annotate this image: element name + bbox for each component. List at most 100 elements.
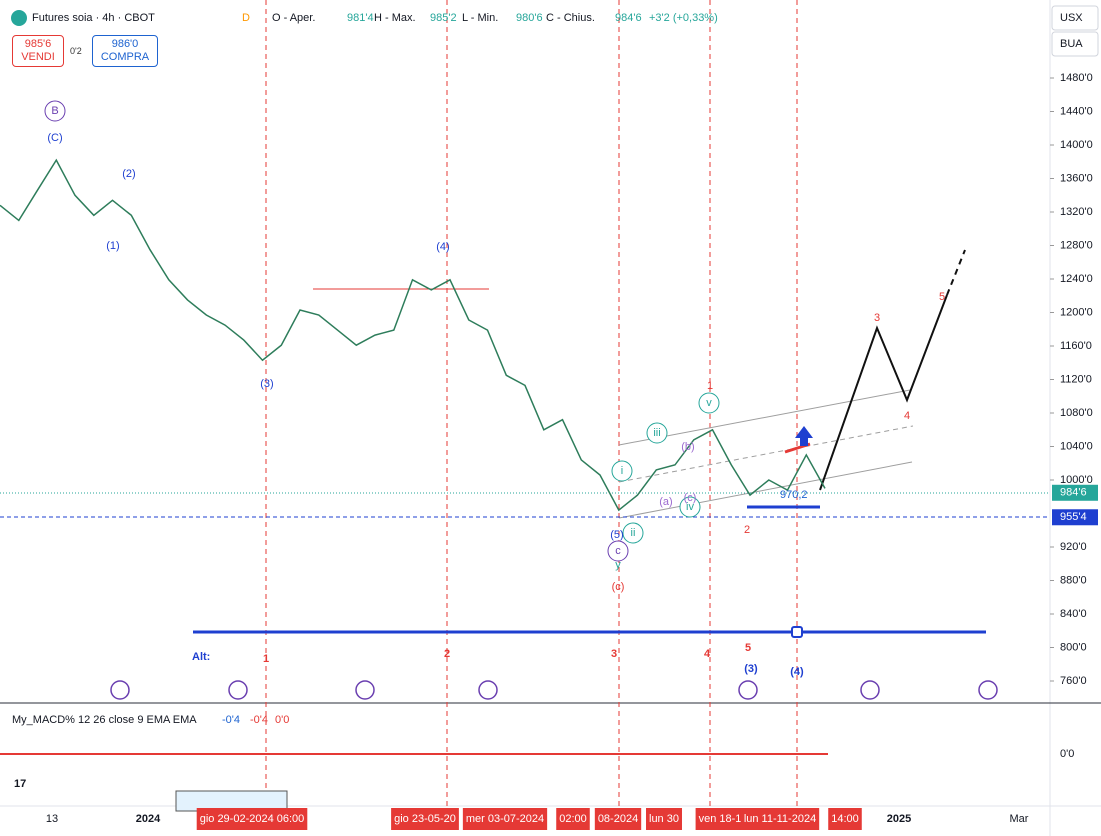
alt-label: Alt: xyxy=(192,651,210,663)
time-label: gio 23-05-20 xyxy=(394,813,456,825)
sell-button[interactable]: 985'6 VENDI xyxy=(12,35,64,67)
price-tick-label: 1280'0 xyxy=(1060,239,1093,251)
price-tick-label: 800'0 xyxy=(1060,641,1087,653)
time-label: lun 30 xyxy=(649,813,679,825)
header-text: 980'6 xyxy=(516,12,543,24)
wave-label: (2) xyxy=(122,168,135,180)
sell-price: 985'6 xyxy=(24,38,52,50)
event-icon[interactable] xyxy=(978,680,998,700)
price-tag-label: 955'4 xyxy=(1060,511,1087,523)
price-line xyxy=(0,158,826,512)
price-tick-label: 840'0 xyxy=(1060,608,1087,620)
price-tick-label: 1120'0 xyxy=(1060,373,1092,385)
wave-label: i xyxy=(621,465,623,477)
alt-mark: (3) xyxy=(744,663,758,675)
price-tick-label: 1000'0 xyxy=(1060,474,1093,486)
time-label: 2025 xyxy=(887,813,911,825)
buy-button[interactable]: 986'0 COMPRA xyxy=(92,35,158,67)
price-tick-label: 760'0 xyxy=(1060,675,1087,687)
logo: 17 xyxy=(14,778,26,790)
wave-label: (C) xyxy=(47,132,62,144)
header-text: 985'2 xyxy=(430,12,457,24)
wave-label: B xyxy=(51,105,58,117)
mode-button[interactable]: BUA xyxy=(1060,38,1083,50)
alt-mark: (4) xyxy=(790,666,804,678)
header-text: D xyxy=(242,12,250,24)
time-label: mer 03-07-2024 xyxy=(466,813,544,825)
price-tag xyxy=(1052,509,1098,526)
wave-label: (c) xyxy=(612,581,625,593)
price-tick-label: 1360'0 xyxy=(1060,172,1093,184)
wave-circle xyxy=(44,100,66,122)
time-label: Mar xyxy=(1010,813,1029,825)
wave-circle xyxy=(622,522,644,544)
alt-mark: 4 xyxy=(704,648,711,660)
price-tick-label: 1480'0 xyxy=(1060,72,1093,84)
price-tick-label: 1200'0 xyxy=(1060,306,1093,318)
wave-circle xyxy=(698,392,720,414)
wave-label: (5) xyxy=(610,529,623,541)
wave-label: (a) xyxy=(659,496,672,508)
time-highlight xyxy=(828,808,862,830)
wave-label: 5 xyxy=(939,291,945,303)
wave-circle xyxy=(607,540,629,562)
header-text: H - Max. xyxy=(374,12,416,24)
header-text: +3'2 (+0,33%) xyxy=(649,12,718,24)
alt-mark: 2 xyxy=(444,648,450,660)
time-highlight xyxy=(740,808,820,830)
time-label: 2024 xyxy=(136,813,161,825)
wave-label: (c) xyxy=(684,492,697,504)
event-icon[interactable] xyxy=(738,680,758,700)
wave-label: (b) xyxy=(681,441,694,453)
macd-text: My_MACD% 12 26 close 9 EMA EMA xyxy=(12,714,197,726)
spread: 0'2 xyxy=(70,46,82,56)
macd-text: -0'4 xyxy=(222,714,240,726)
wave-label: iv xyxy=(686,501,694,513)
currency-button[interactable]: USX xyxy=(1060,12,1083,24)
wave-circle xyxy=(646,422,668,444)
time-label: ven 18-1 xyxy=(699,813,742,825)
event-icon[interactable] xyxy=(355,680,375,700)
annotation: 970,2 xyxy=(780,489,808,501)
macd-axis-label: 0'0 xyxy=(1060,748,1074,760)
event-icon[interactable] xyxy=(110,680,130,700)
time-label: lun 11-11-2024 xyxy=(744,813,816,825)
price-tag-label: 984'6 xyxy=(1060,487,1087,499)
time-highlight xyxy=(391,808,459,830)
price-tick-label: 1040'0 xyxy=(1060,440,1093,452)
symbol-icon xyxy=(11,10,27,26)
wave-label: (3) xyxy=(260,378,273,390)
price-tick-label: 1440'0 xyxy=(1060,105,1093,117)
time-label: gio 29-02-2024 06:00 xyxy=(200,813,305,825)
wave-label: y xyxy=(615,559,621,571)
event-icon[interactable] xyxy=(860,680,880,700)
alt-mark: 5 xyxy=(745,642,751,654)
event-icon[interactable] xyxy=(478,680,498,700)
header-text: 981'4 xyxy=(347,12,374,24)
event-icon[interactable] xyxy=(228,680,248,700)
wave-label: 4 xyxy=(904,410,910,422)
price-tick-label: 920'0 xyxy=(1060,541,1087,553)
macd-text: 0'0 xyxy=(275,714,289,726)
header-text: 984'6 xyxy=(615,12,642,24)
header-text: Futures soia · 4h · CBOT xyxy=(32,12,155,24)
time-highlight xyxy=(594,808,642,830)
wave-label: ii xyxy=(631,527,636,539)
wave-label: iii xyxy=(653,427,660,439)
alt-mark: 1 xyxy=(263,653,269,665)
header-text: O - Aper. xyxy=(272,12,315,24)
price-tag xyxy=(1052,484,1098,501)
macd-text: -0'4 xyxy=(250,714,268,726)
time-highlight xyxy=(695,808,745,830)
wave-label: c xyxy=(615,545,621,557)
header-text: C - Chius. xyxy=(546,12,595,24)
price-tick-label: 1160'0 xyxy=(1060,340,1092,352)
time-highlight xyxy=(646,808,682,830)
buy-price: 986'0 xyxy=(111,38,139,50)
wave-label: (4) xyxy=(436,241,449,253)
price-tick-label: 1400'0 xyxy=(1060,139,1093,151)
wave-circle xyxy=(679,496,701,518)
sell-label: VENDI xyxy=(21,51,55,63)
